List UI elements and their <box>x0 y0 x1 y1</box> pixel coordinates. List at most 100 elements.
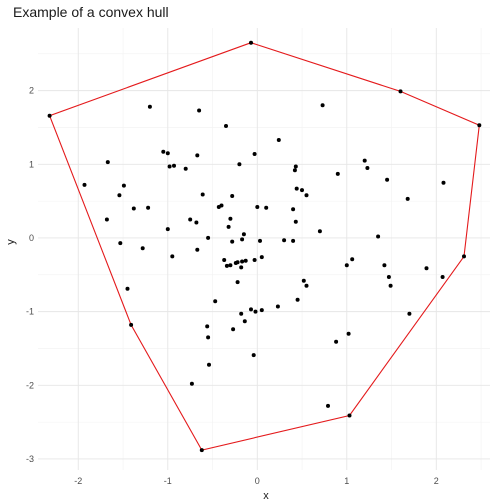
data-point <box>226 224 231 229</box>
data-point <box>104 217 109 222</box>
data-point <box>243 258 248 263</box>
data-point <box>239 311 244 316</box>
data-point <box>292 168 297 173</box>
data-point <box>224 263 229 268</box>
data-point <box>334 339 339 344</box>
data-point <box>275 304 280 309</box>
data-point <box>161 149 166 154</box>
data-point <box>125 286 130 291</box>
data-point <box>291 207 296 212</box>
data-point <box>300 188 304 193</box>
data-point <box>462 254 466 259</box>
data-point <box>365 166 370 170</box>
data-point <box>129 322 134 327</box>
data-point <box>199 448 204 453</box>
data-point <box>335 171 340 176</box>
data-point <box>251 353 256 358</box>
data-point <box>131 206 136 211</box>
data-point <box>188 217 193 222</box>
x-tick-label: -2 <box>74 476 82 486</box>
y-tick-label: 0 <box>29 233 34 243</box>
y-tick-label: -1 <box>26 307 34 317</box>
data-point <box>219 203 224 208</box>
data-point <box>252 152 257 156</box>
data-point <box>320 103 325 108</box>
data-point <box>228 263 233 268</box>
y-tick-label: 2 <box>29 86 34 96</box>
data-point <box>195 153 200 158</box>
data-point <box>282 238 287 243</box>
data-point <box>293 219 298 224</box>
data-points <box>47 40 482 453</box>
data-point <box>228 216 233 221</box>
data-point <box>47 113 52 118</box>
data-point <box>200 192 205 197</box>
data-point <box>146 205 151 210</box>
data-point <box>376 234 381 239</box>
data-point <box>167 164 172 169</box>
data-point <box>183 166 188 171</box>
data-point <box>117 193 122 198</box>
chart-title: Example of a convex hull <box>13 4 169 20</box>
y-tick-label: 1 <box>29 159 34 169</box>
data-point <box>259 255 264 260</box>
data-point <box>194 220 199 225</box>
data-point <box>105 160 110 165</box>
data-point <box>147 104 152 109</box>
data-point <box>317 229 322 234</box>
data-point <box>253 309 258 314</box>
data-point <box>441 180 446 185</box>
data-point <box>118 241 123 246</box>
data-point <box>235 260 240 265</box>
data-point <box>294 186 299 191</box>
x-tick-label: 0 <box>255 476 260 486</box>
data-point <box>477 123 482 128</box>
data-point <box>252 258 257 262</box>
data-point <box>235 280 240 285</box>
y-tick-label: -2 <box>26 380 34 390</box>
data-point <box>388 283 393 288</box>
data-point <box>241 232 246 237</box>
data-point <box>207 362 211 367</box>
hull-line <box>48 42 480 451</box>
data-point <box>347 413 352 418</box>
y-axis-title: y <box>5 239 17 245</box>
x-axis-title: x <box>263 490 269 502</box>
data-point <box>165 151 170 156</box>
x-tick-label: -1 <box>164 476 172 486</box>
data-point <box>344 263 349 268</box>
data-point <box>407 311 412 316</box>
x-axis-ticks: -2 -1 0 1 2 <box>74 476 439 486</box>
data-point <box>197 108 202 113</box>
data-point <box>350 257 355 262</box>
data-point <box>231 327 236 332</box>
convex-hull <box>48 42 480 451</box>
data-point <box>293 164 298 169</box>
data-point <box>165 227 170 232</box>
data-point <box>242 319 247 324</box>
data-point <box>213 299 218 304</box>
data-point <box>291 238 296 243</box>
data-point <box>301 278 306 283</box>
data-point <box>230 194 235 198</box>
data-point <box>382 263 387 268</box>
y-tick-label: -3 <box>26 454 34 464</box>
data-point <box>362 158 367 163</box>
data-point <box>239 265 244 270</box>
data-point <box>172 163 176 168</box>
data-point <box>82 182 87 187</box>
data-point <box>240 237 245 242</box>
data-point <box>304 283 309 288</box>
data-point <box>230 239 235 244</box>
data-point <box>222 258 227 262</box>
data-point <box>398 89 403 94</box>
data-point <box>258 238 262 243</box>
data-point <box>295 297 300 302</box>
data-point <box>140 246 145 251</box>
data-point <box>386 275 391 279</box>
data-point <box>304 193 309 198</box>
data-point <box>121 183 126 188</box>
data-point <box>326 403 330 408</box>
data-point <box>405 196 410 201</box>
